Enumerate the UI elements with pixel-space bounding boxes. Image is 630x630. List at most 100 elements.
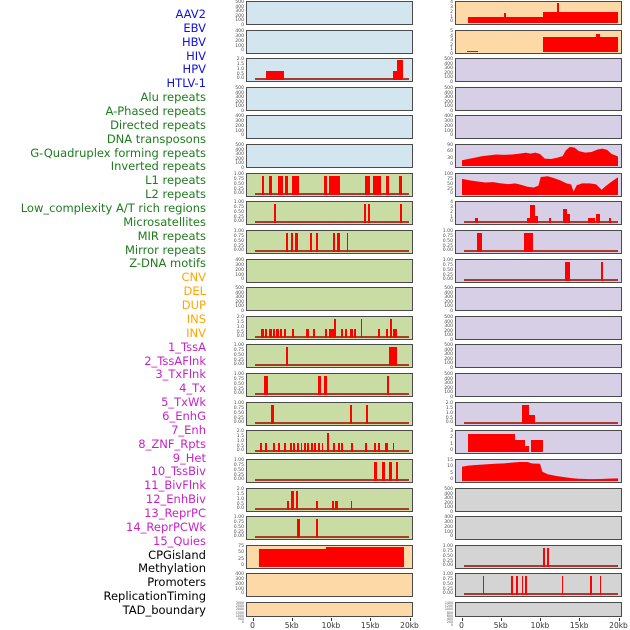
track-panel-DEL: [246, 573, 413, 597]
y-tick-label: 5: [450, 470, 453, 476]
y-tick-label: 50: [447, 181, 453, 187]
data-bar: [521, 576, 524, 595]
y-tick-label: 100: [444, 104, 453, 110]
data-bar: [264, 376, 269, 395]
y-tick-label: 500: [235, 86, 244, 91]
y-tick-label: 300: [235, 295, 244, 301]
y-tick-label: 25: [447, 186, 453, 192]
y-tick-label: 1.00: [233, 229, 244, 234]
y-tick-label: 1.00: [233, 458, 244, 463]
y-tick-label: 200: [446, 620, 453, 625]
data-bar: [335, 500, 339, 510]
data-bar: [321, 442, 324, 452]
y-tick-label: 2.0: [236, 429, 244, 434]
plot-data-area: [462, 32, 618, 52]
data-bar: [543, 12, 618, 23]
data-bar: [268, 176, 273, 195]
y-axis-ticks: 400 300 200 100 0: [225, 114, 245, 139]
y-tick-label: 0: [241, 277, 244, 283]
track-panel-MIR repeats: [246, 459, 413, 483]
data-bar: [386, 176, 390, 195]
y-tick-label: 1.00: [442, 258, 453, 263]
track-label: AAV2: [175, 7, 206, 21]
track-label: CNV: [181, 270, 207, 285]
y-tick-label: 0.50: [233, 209, 244, 215]
y-tick-label: 0.5: [236, 501, 244, 507]
track-label: 5_TxWk: [161, 395, 206, 410]
y-tick-label: 500: [235, 143, 244, 148]
y-tick-label: 0.0: [236, 334, 244, 340]
y-tick-label: 400: [235, 90, 244, 96]
x-axis-tick-label: 20kb: [609, 621, 628, 630]
y-tick-label: 0.25: [442, 243, 453, 249]
y-tick-label: 400: [444, 515, 453, 520]
y-tick-label: 3: [450, 4, 453, 10]
y-tick-label: 1400: [444, 601, 453, 605]
y-tick-label: 300: [444, 95, 453, 101]
track-panel-11_BivFlnk: [455, 344, 622, 368]
y-tick-label: 300: [444, 352, 453, 358]
data-bar: [292, 328, 294, 338]
data-bar: [395, 328, 398, 338]
data-bar: [353, 328, 356, 338]
track-panel-Directed repeats: [246, 230, 413, 254]
y-tick-label: 0: [450, 623, 453, 628]
y-tick-label: 1: [450, 441, 453, 447]
y-tick-label: 500: [444, 372, 453, 377]
plot-data-area: [253, 461, 409, 481]
plot-data-area: [253, 604, 409, 615]
y-tick-label: 2.0: [236, 57, 244, 62]
data-bar: [280, 328, 283, 338]
data-bar: [323, 176, 328, 195]
y-tick-label: 25: [238, 556, 244, 562]
track-label: 8_ZNF_Rpts: [138, 436, 206, 451]
data-bar: [515, 439, 525, 452]
data-bar: [529, 414, 535, 424]
data-bar: [266, 70, 285, 80]
track-panel-ReplicationTiming: [455, 573, 622, 597]
y-tick-label: 400: [235, 29, 244, 34]
y-axis-ticks: 500 400 300 200 100 0: [225, 0, 245, 27]
track-label: Directed repeats: [110, 117, 206, 132]
y-tick-label: 0.75: [233, 347, 244, 353]
y-axis-ticks: 400 300 200 100 0: [225, 572, 245, 597]
y-axis-ticks: 500 400 300 200 100 0: [225, 143, 245, 170]
y-axis-ticks: 400 300 200 100 0: [434, 114, 454, 139]
data-bar: [289, 442, 292, 452]
data-bar: [377, 328, 380, 338]
data-bar: [350, 500, 353, 510]
y-tick-label: 3: [450, 204, 453, 210]
data-bar: [543, 548, 546, 567]
data-bar: [386, 328, 388, 338]
y-tick-label: 300: [444, 519, 453, 525]
y-tick-label: 100: [444, 172, 453, 177]
y-tick-label: 0: [450, 477, 453, 483]
y-tick-label: 300: [235, 95, 244, 101]
x-axis-tick: [540, 617, 541, 621]
x-axis-tick: [461, 617, 463, 621]
y-tick-label: 1.0: [236, 496, 244, 502]
data-bar: [531, 439, 543, 452]
data-bar: [297, 519, 300, 538]
data-bar: [264, 442, 267, 452]
y-tick-label: 0.00: [233, 477, 244, 483]
x-axis-tick: [252, 617, 254, 621]
y-tick-label: 200: [444, 524, 453, 530]
data-bar: [337, 442, 340, 452]
y-tick-label: 500: [444, 487, 453, 492]
data-bar: [389, 347, 397, 366]
data-bar: [596, 213, 600, 223]
track-label: DEL: [183, 284, 206, 299]
plot-data-area: [462, 490, 618, 510]
track-label: 4_Tx: [179, 381, 206, 396]
y-tick-label: 0.75: [442, 233, 453, 239]
y-tick-label: 500: [235, 286, 244, 291]
data-bar: [566, 213, 570, 223]
y-tick-label: 200: [444, 385, 453, 391]
y-axis-ticks: 2.0 1.5 1.0 0.5 0.0: [225, 429, 245, 454]
track-label: Low_complexity A/T rich regions: [20, 201, 206, 216]
track-panel-Z-DNA motifs: [246, 516, 413, 540]
x-axis-tick: [331, 617, 332, 621]
y-tick-label: 0: [450, 133, 453, 139]
